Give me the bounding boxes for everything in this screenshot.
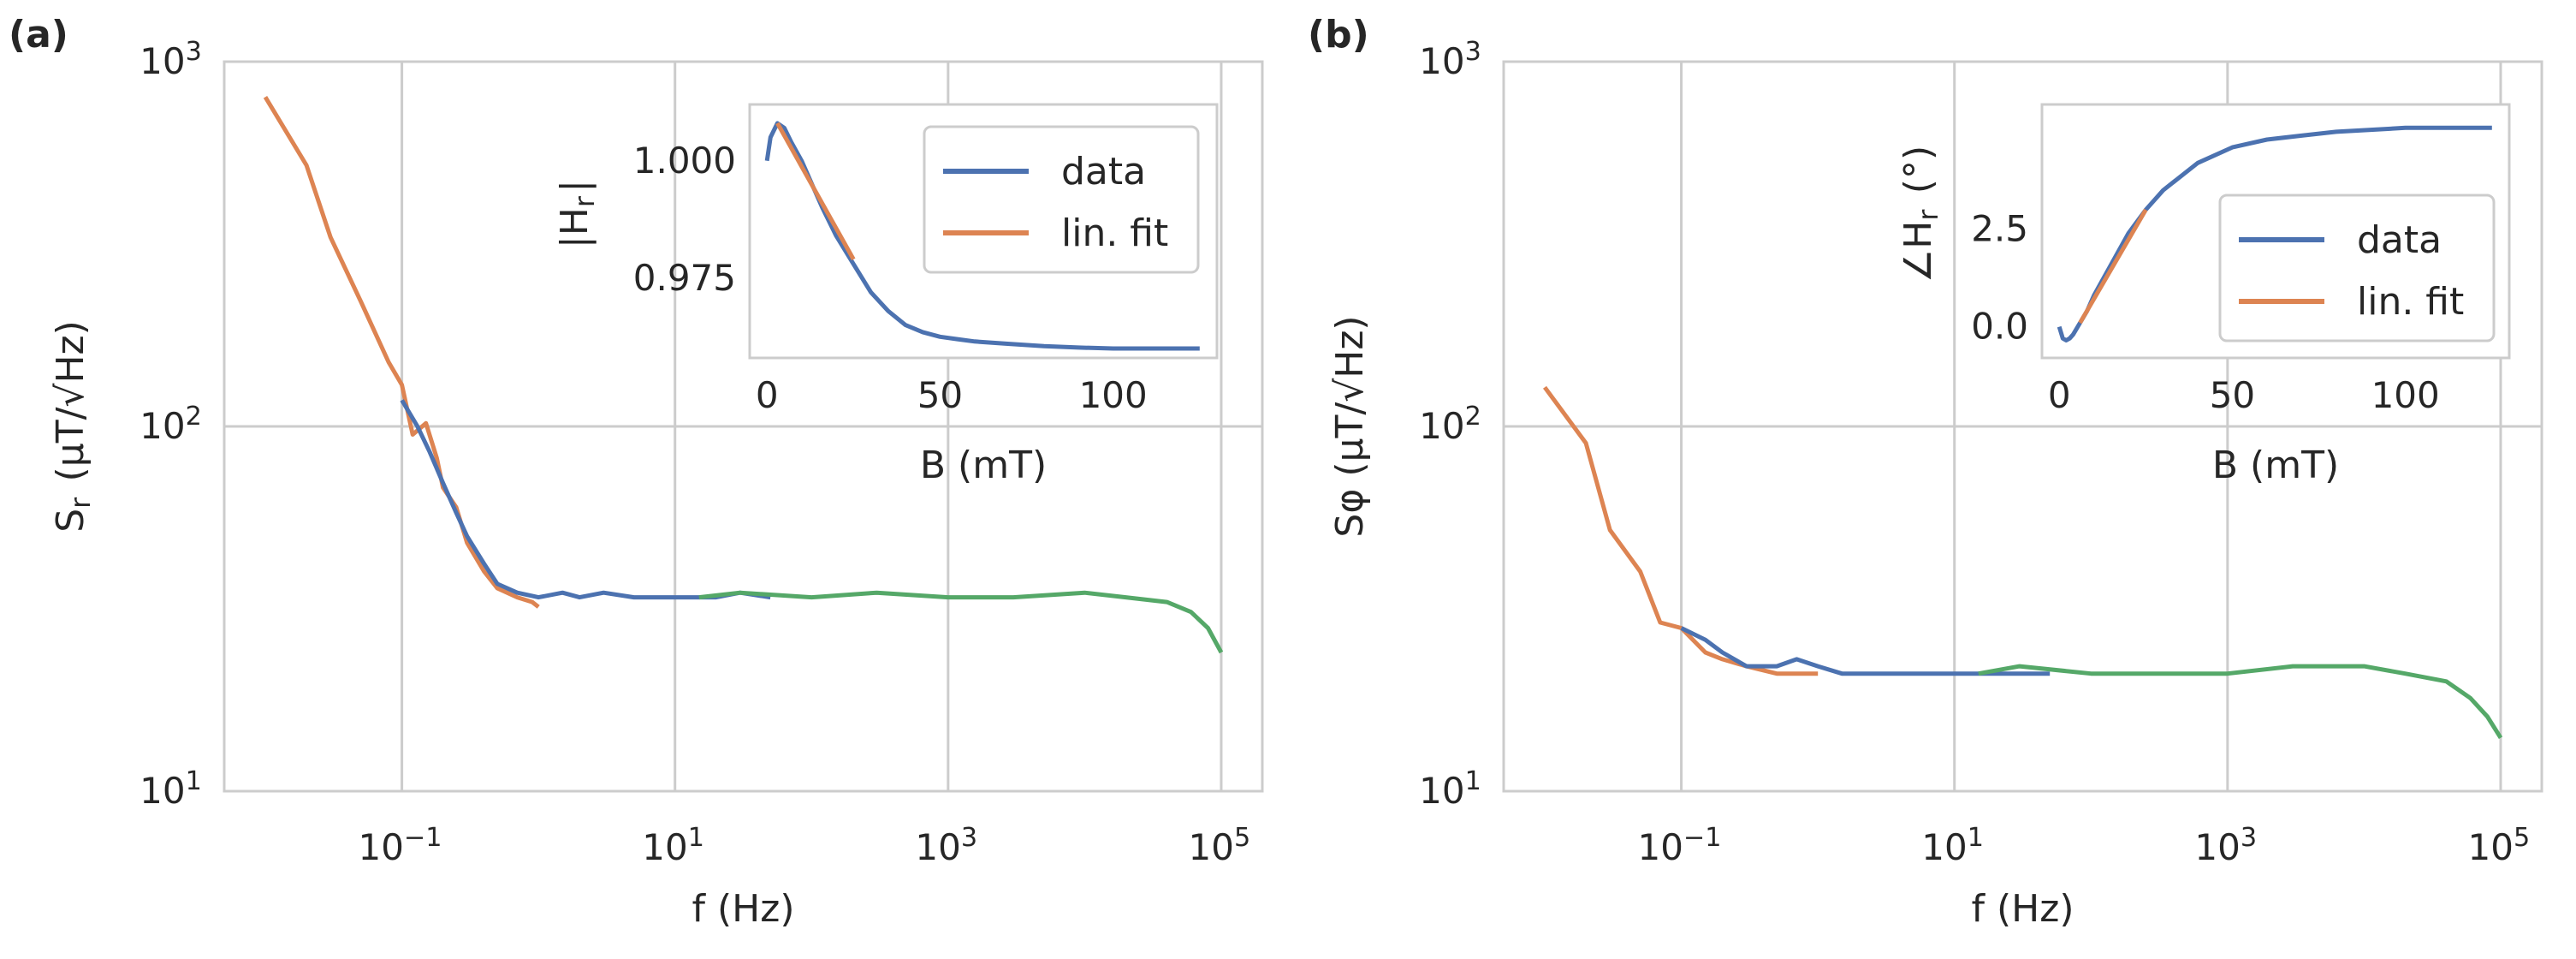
legend: data lin. fit xyxy=(923,125,1200,274)
inset-plot: 0 50 100 0.0 2.5 B (mT) ∠Hr (°) data lin. fit xyxy=(1896,103,2511,487)
legend: data lin. fit xyxy=(2218,194,2496,342)
y-axis-label: Sr (μT/√Hz) xyxy=(49,320,97,533)
x-axis-label: f (Hz) xyxy=(692,887,795,931)
inset-y-tick-label: 0.975 xyxy=(633,257,736,299)
panel-b: (b) 10−1 101 103 105 101 102 103 f (Hz) Sφ… xyxy=(1308,13,2543,931)
inset-series-line-blue xyxy=(2057,125,2492,342)
inset-y-tick-label: 1.000 xyxy=(633,140,736,182)
inset-x-tick-label: 50 xyxy=(917,374,963,416)
inset-x-tick-label: 0 xyxy=(2048,374,2071,416)
y-tick-label: 101 xyxy=(1419,766,1485,813)
series-line-green xyxy=(698,590,1224,654)
y-tick-label: 103 xyxy=(1419,37,1485,83)
series-line-green xyxy=(1978,664,2503,740)
series-line-orange xyxy=(1542,385,1819,676)
legend-box xyxy=(2218,194,2496,342)
x-tick-label: 10−1 xyxy=(358,823,445,869)
y-tick-label: 103 xyxy=(139,37,205,83)
inset-x-tick-label: 0 xyxy=(756,374,779,416)
x-tick-label: 10−1 xyxy=(1637,823,1724,869)
plot-frame xyxy=(223,60,1264,793)
inset-y-axis-label: ∠Hr (°) xyxy=(1896,146,1944,283)
inset-y-tick-label: 2.5 xyxy=(1971,208,2028,250)
inset-x-tick-label: 50 xyxy=(2210,374,2255,416)
panel-label: (b) xyxy=(1308,13,1369,57)
inset-y-axis-label: |Hr | xyxy=(553,180,601,248)
series-line-blue xyxy=(400,399,771,600)
x-tick-label: 101 xyxy=(642,823,708,869)
x-tick-label: 103 xyxy=(2194,823,2260,869)
y-tick-label: 102 xyxy=(139,402,205,448)
series-line-blue xyxy=(1680,626,2051,676)
inset-x-tick-label: 100 xyxy=(1079,374,1148,416)
inset-plot: 0 50 100 1.000 0.975 B (mT) |Hr | data lin. fit xyxy=(553,103,1219,487)
inset-series-line-blue xyxy=(764,121,1200,351)
legend-label: lin. fit xyxy=(1061,211,1168,255)
panel-a: (a) 10−1 101 103 105 101 102 103 f (Hz) Sr… xyxy=(9,13,1264,931)
legend-label: data xyxy=(1061,150,1146,194)
series-line-orange xyxy=(263,96,540,609)
legend-box xyxy=(923,125,1200,274)
y-axis-label: Sφ (μT/√Hz) xyxy=(1328,315,1372,537)
x-tick-label: 101 xyxy=(1921,823,1987,869)
inset-x-axis-label: B (mT) xyxy=(2212,444,2339,487)
legend-label: data xyxy=(2357,218,2442,262)
legend-label: lin. fit xyxy=(2357,280,2464,324)
inset-x-axis-label: B (mT) xyxy=(920,444,1047,487)
inset-series-line-orange xyxy=(2078,208,2148,325)
inset-y-tick-label: 0.0 xyxy=(1971,306,2028,348)
x-tick-label: 105 xyxy=(2468,823,2534,869)
inset-series-line-orange xyxy=(775,122,856,261)
x-tick-label: 103 xyxy=(915,823,981,869)
plot-frame xyxy=(1502,60,2543,793)
y-tick-label: 102 xyxy=(1419,402,1485,448)
x-tick-label: 105 xyxy=(1189,823,1255,869)
inset-x-tick-label: 100 xyxy=(2371,374,2440,416)
panel-label: (a) xyxy=(9,13,68,57)
y-tick-label: 101 xyxy=(139,766,205,813)
x-axis-label: f (Hz) xyxy=(1972,887,2074,931)
